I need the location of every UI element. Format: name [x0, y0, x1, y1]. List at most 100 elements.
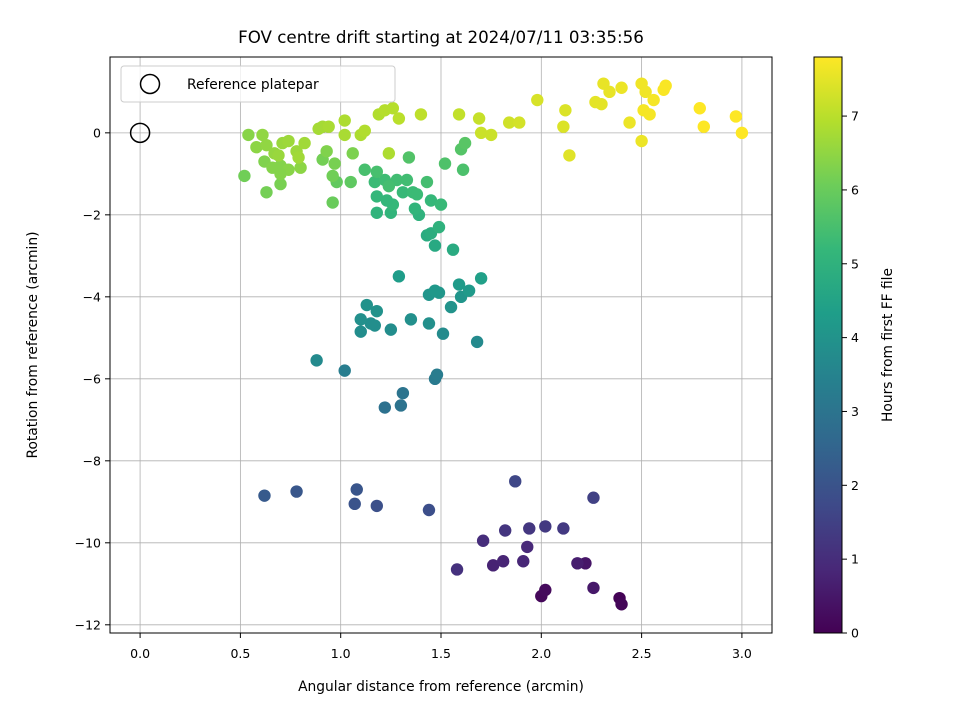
- data-point: [432, 220, 446, 234]
- data-point: [472, 112, 486, 125]
- data-point: [428, 284, 442, 297]
- data-point: [563, 149, 576, 162]
- legend-entry-reference: Reference platepar: [187, 77, 319, 93]
- data-point: [274, 167, 287, 181]
- data-point: [462, 284, 476, 297]
- data-point: [370, 206, 384, 219]
- data-point: [452, 278, 466, 291]
- data-point: [434, 198, 448, 211]
- data-point: [647, 93, 660, 107]
- data-point: [392, 112, 406, 125]
- data-point: [587, 491, 600, 504]
- data-point: [436, 327, 450, 340]
- data-point: [242, 128, 255, 142]
- data-point: [354, 325, 367, 338]
- data-point: [290, 485, 303, 498]
- data-point: [364, 317, 377, 330]
- data-point: [452, 108, 466, 121]
- data-point: [503, 116, 516, 129]
- data-point: [735, 126, 749, 140]
- data-point: [603, 85, 616, 99]
- data-point: [444, 300, 458, 314]
- colorbar-tick-label: 7: [851, 109, 859, 124]
- data-point: [430, 368, 444, 381]
- data-point: [693, 102, 706, 115]
- colorbar-tick-label: 3: [851, 404, 859, 419]
- legend-box: [120, 65, 396, 103]
- colorbar-tick-label: 0: [851, 626, 859, 641]
- colorbar-tick-label: 2: [851, 478, 859, 493]
- data-point: [260, 138, 273, 152]
- data-point: [697, 120, 710, 133]
- data-point: [238, 169, 251, 183]
- data-point: [474, 126, 488, 140]
- chart-title: FOV centre drift starting at 2024/07/11 …: [238, 27, 644, 47]
- data-point: [396, 186, 410, 199]
- data-point: [344, 175, 357, 189]
- data-point: [486, 559, 500, 572]
- data-point: [354, 313, 367, 326]
- data-point: [476, 534, 490, 547]
- y-tick-label: −2: [83, 207, 101, 222]
- y-tick-label: −8: [83, 453, 101, 468]
- data-point: [539, 520, 552, 533]
- data-point: [587, 581, 600, 595]
- data-point: [292, 151, 305, 164]
- data-point: [338, 114, 351, 127]
- data-point: [326, 169, 339, 183]
- data-point: [635, 134, 648, 148]
- data-point: [370, 499, 384, 513]
- x-tick-label: 3.0: [732, 646, 752, 661]
- data-point: [358, 163, 371, 176]
- x-tick-label: 1.5: [431, 646, 451, 661]
- x-tick-label: 1.0: [331, 646, 351, 661]
- scatter-points: [238, 77, 749, 611]
- data-point: [274, 177, 287, 191]
- data-point: [470, 335, 484, 349]
- data-point: [595, 97, 608, 111]
- data-point: [370, 304, 384, 318]
- data-point: [380, 194, 394, 207]
- data-point: [557, 522, 570, 535]
- data-point: [458, 136, 472, 150]
- y-tick-label: −4: [83, 289, 101, 304]
- x-axis-label: Angular distance from reference (arcmin): [298, 679, 584, 695]
- data-point: [358, 124, 371, 137]
- data-point: [428, 239, 442, 252]
- data-point: [414, 108, 428, 121]
- data-point: [615, 598, 628, 611]
- data-point: [384, 323, 398, 336]
- y-tick-label: −6: [83, 371, 101, 386]
- data-point: [729, 110, 743, 123]
- data-point: [282, 134, 295, 148]
- data-point: [368, 175, 381, 189]
- data-point: [509, 475, 522, 488]
- data-point: [484, 128, 498, 142]
- data-point: [422, 503, 436, 517]
- data-point: [498, 524, 512, 537]
- data-point: [424, 194, 438, 207]
- reference-platepar-marker: [129, 122, 151, 144]
- data-point: [310, 354, 323, 367]
- y-axis-ticks: 0 −2 −4 −6 −8 −10 −12: [75, 125, 110, 632]
- data-point: [623, 116, 636, 129]
- data-point: [643, 108, 656, 121]
- colorbar-ticks: 0 1 2 3 4 5 6 7: [842, 109, 859, 641]
- data-point: [394, 399, 408, 412]
- colorbar-tick-label: 6: [851, 182, 859, 197]
- data-point: [615, 81, 628, 94]
- data-point: [659, 79, 672, 92]
- data-point: [322, 120, 335, 133]
- data-point: [250, 140, 263, 154]
- data-point: [404, 313, 418, 326]
- colorbar-tick-label: 4: [851, 330, 859, 345]
- colorbar-tick-label: 5: [851, 256, 859, 271]
- colorbar-tick-label: 1: [851, 552, 859, 567]
- data-point: [523, 522, 536, 535]
- legend: Reference platepar: [120, 65, 396, 103]
- data-point: [450, 563, 464, 576]
- data-point: [370, 190, 384, 203]
- data-point: [420, 175, 434, 189]
- y-tick-label: 0: [93, 125, 101, 140]
